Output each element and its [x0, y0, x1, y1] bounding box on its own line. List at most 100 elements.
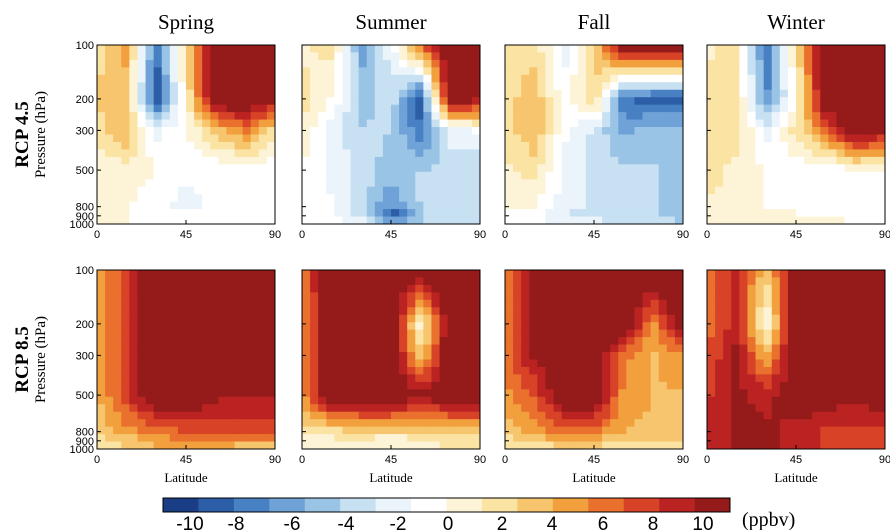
heatmap-cell — [266, 314, 276, 323]
heatmap-cell — [779, 179, 789, 188]
heatmap-cell — [787, 97, 797, 106]
heatmap-cell — [513, 322, 522, 331]
heatmap-cell — [210, 419, 219, 428]
heatmap-cell — [796, 426, 805, 435]
heatmap-cell — [804, 134, 813, 143]
heatmap-cell — [876, 344, 886, 353]
heatmap-cell — [844, 194, 854, 203]
heatmap-cell — [266, 119, 276, 128]
heatmap-cell — [796, 284, 805, 293]
heatmap-cell — [739, 277, 748, 286]
heatmap-cell — [666, 164, 676, 173]
heatmap-cell — [210, 352, 219, 360]
heatmap-cell — [399, 216, 408, 225]
heatmap-cell — [804, 74, 813, 83]
heatmap-cell — [266, 426, 276, 435]
heatmap-cell — [129, 112, 138, 120]
heatmap-cell — [358, 352, 368, 360]
y-tick-label: 800 — [76, 202, 94, 214]
heatmap-cell — [97, 194, 106, 203]
heatmap-cell — [374, 89, 384, 98]
heatmap-cell — [852, 344, 862, 353]
heatmap-cell — [626, 74, 635, 83]
heatmap-cell — [561, 186, 571, 195]
heatmap-cell — [258, 299, 268, 308]
heatmap-cell — [723, 171, 732, 180]
heatmap-cell — [415, 404, 424, 413]
heatmap-cell — [439, 52, 449, 61]
heatmap-cell — [129, 164, 138, 173]
heatmap-cell — [407, 52, 416, 61]
heatmap-cell — [177, 359, 187, 368]
heatmap-cell — [521, 59, 530, 68]
heatmap-cell — [302, 67, 311, 76]
y-tick-label: 500 — [76, 390, 94, 402]
heatmap-cell — [234, 329, 244, 338]
heatmap-cell — [423, 104, 432, 113]
heatmap-cell — [129, 156, 138, 165]
heatmap-cell — [169, 314, 179, 323]
heatmap-cell — [868, 82, 878, 91]
heatmap-cell — [471, 186, 481, 195]
heatmap-cell — [771, 314, 781, 323]
heatmap-cell — [796, 404, 805, 413]
heatmap-cell — [382, 194, 392, 203]
heatmap-cell — [836, 441, 845, 450]
heatmap-cell — [747, 59, 756, 68]
heatmap-cell — [755, 67, 765, 76]
heatmap-cell — [258, 156, 268, 165]
heatmap-cell — [739, 89, 748, 98]
heatmap-cell — [577, 52, 587, 61]
heatmap-cell — [868, 97, 878, 106]
heatmap-cell — [594, 359, 603, 368]
heatmap-cell — [828, 104, 837, 113]
heatmap-cell — [569, 67, 579, 76]
heatmap-cell — [350, 156, 360, 165]
heatmap-cell — [513, 171, 522, 180]
heatmap-cell — [771, 119, 781, 128]
heatmap-cell — [626, 59, 635, 68]
heatmap-cell — [779, 381, 789, 390]
heatmap-cell — [844, 344, 854, 353]
heatmap-cell — [796, 441, 805, 450]
x-axis-label: Latitude — [164, 470, 208, 485]
heatmap-cell — [876, 119, 886, 128]
heatmap-cell — [634, 186, 643, 195]
heatmap-cell — [258, 396, 268, 405]
x-tick-label: 45 — [790, 454, 802, 466]
heatmap-cell — [553, 366, 563, 375]
heatmap-cell — [194, 67, 203, 76]
heatmap-cell — [177, 156, 187, 165]
heatmap-cell — [553, 171, 563, 180]
heatmap-cell — [521, 329, 530, 338]
heatmap-cell — [666, 411, 676, 420]
heatmap-cell — [642, 194, 652, 203]
heatmap-cell — [423, 74, 432, 83]
heatmap-cell — [610, 209, 619, 217]
heatmap-cell — [342, 366, 351, 375]
heatmap-cell — [382, 127, 392, 135]
heatmap-cell — [836, 366, 845, 375]
heatmap-cell — [876, 216, 886, 225]
heatmap-cell — [310, 381, 319, 390]
heatmap-cell — [763, 45, 773, 53]
heatmap-cell — [650, 292, 660, 301]
heatmap-cell — [218, 134, 227, 143]
heatmap-cell — [318, 359, 327, 368]
heatmap-cell — [97, 307, 106, 316]
heatmap-cell — [876, 381, 886, 390]
heatmap-cell — [585, 97, 595, 106]
heatmap-cell — [674, 186, 684, 195]
heatmap-cell — [407, 434, 416, 442]
heatmap-cell — [266, 434, 276, 442]
heatmap-cell — [820, 366, 829, 375]
heatmap-cell — [266, 52, 276, 61]
heatmap-cell — [852, 389, 862, 398]
heatmap-cell — [585, 82, 595, 91]
heatmap-cell — [658, 164, 668, 173]
heatmap-cell — [439, 404, 449, 413]
heatmap-cell — [852, 366, 862, 375]
heatmap-cell — [153, 314, 163, 323]
heatmap-cell — [97, 216, 106, 225]
heatmap-cell — [860, 307, 870, 316]
